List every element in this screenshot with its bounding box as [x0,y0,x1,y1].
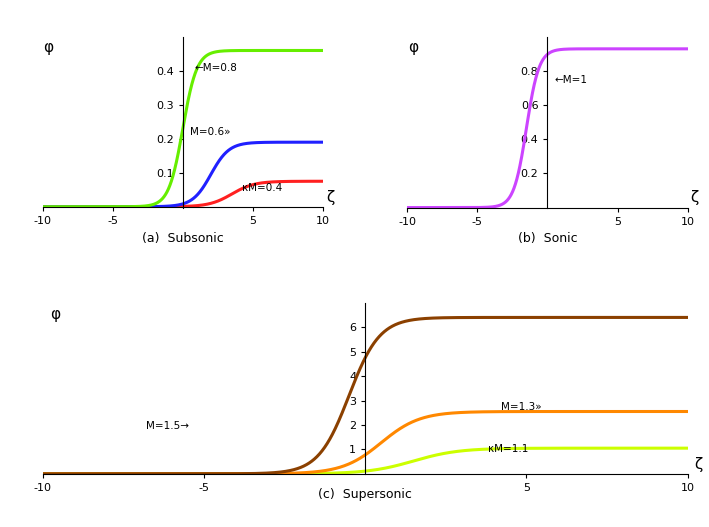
Text: (a)  Subsonic: (a) Subsonic [142,232,223,246]
Text: M=1.5→: M=1.5→ [146,422,189,431]
Text: φ: φ [408,40,418,55]
Text: ←M=0.8: ←M=0.8 [194,63,237,73]
Text: φ: φ [43,40,53,55]
Text: (c)  Supersonic: (c) Supersonic [318,488,412,501]
Text: M=0.6»: M=0.6» [190,128,230,138]
Text: φ: φ [50,307,60,322]
Text: (b)  Sonic: (b) Sonic [518,232,577,246]
Text: κM=0.4: κM=0.4 [242,183,282,193]
Text: M=1.3»: M=1.3» [501,402,541,412]
Text: ζ: ζ [326,190,334,205]
Text: ←M=1: ←M=1 [554,75,588,85]
Text: ζ: ζ [691,190,699,205]
Text: ζ: ζ [694,457,703,472]
Text: κM=1.1: κM=1.1 [488,444,528,454]
